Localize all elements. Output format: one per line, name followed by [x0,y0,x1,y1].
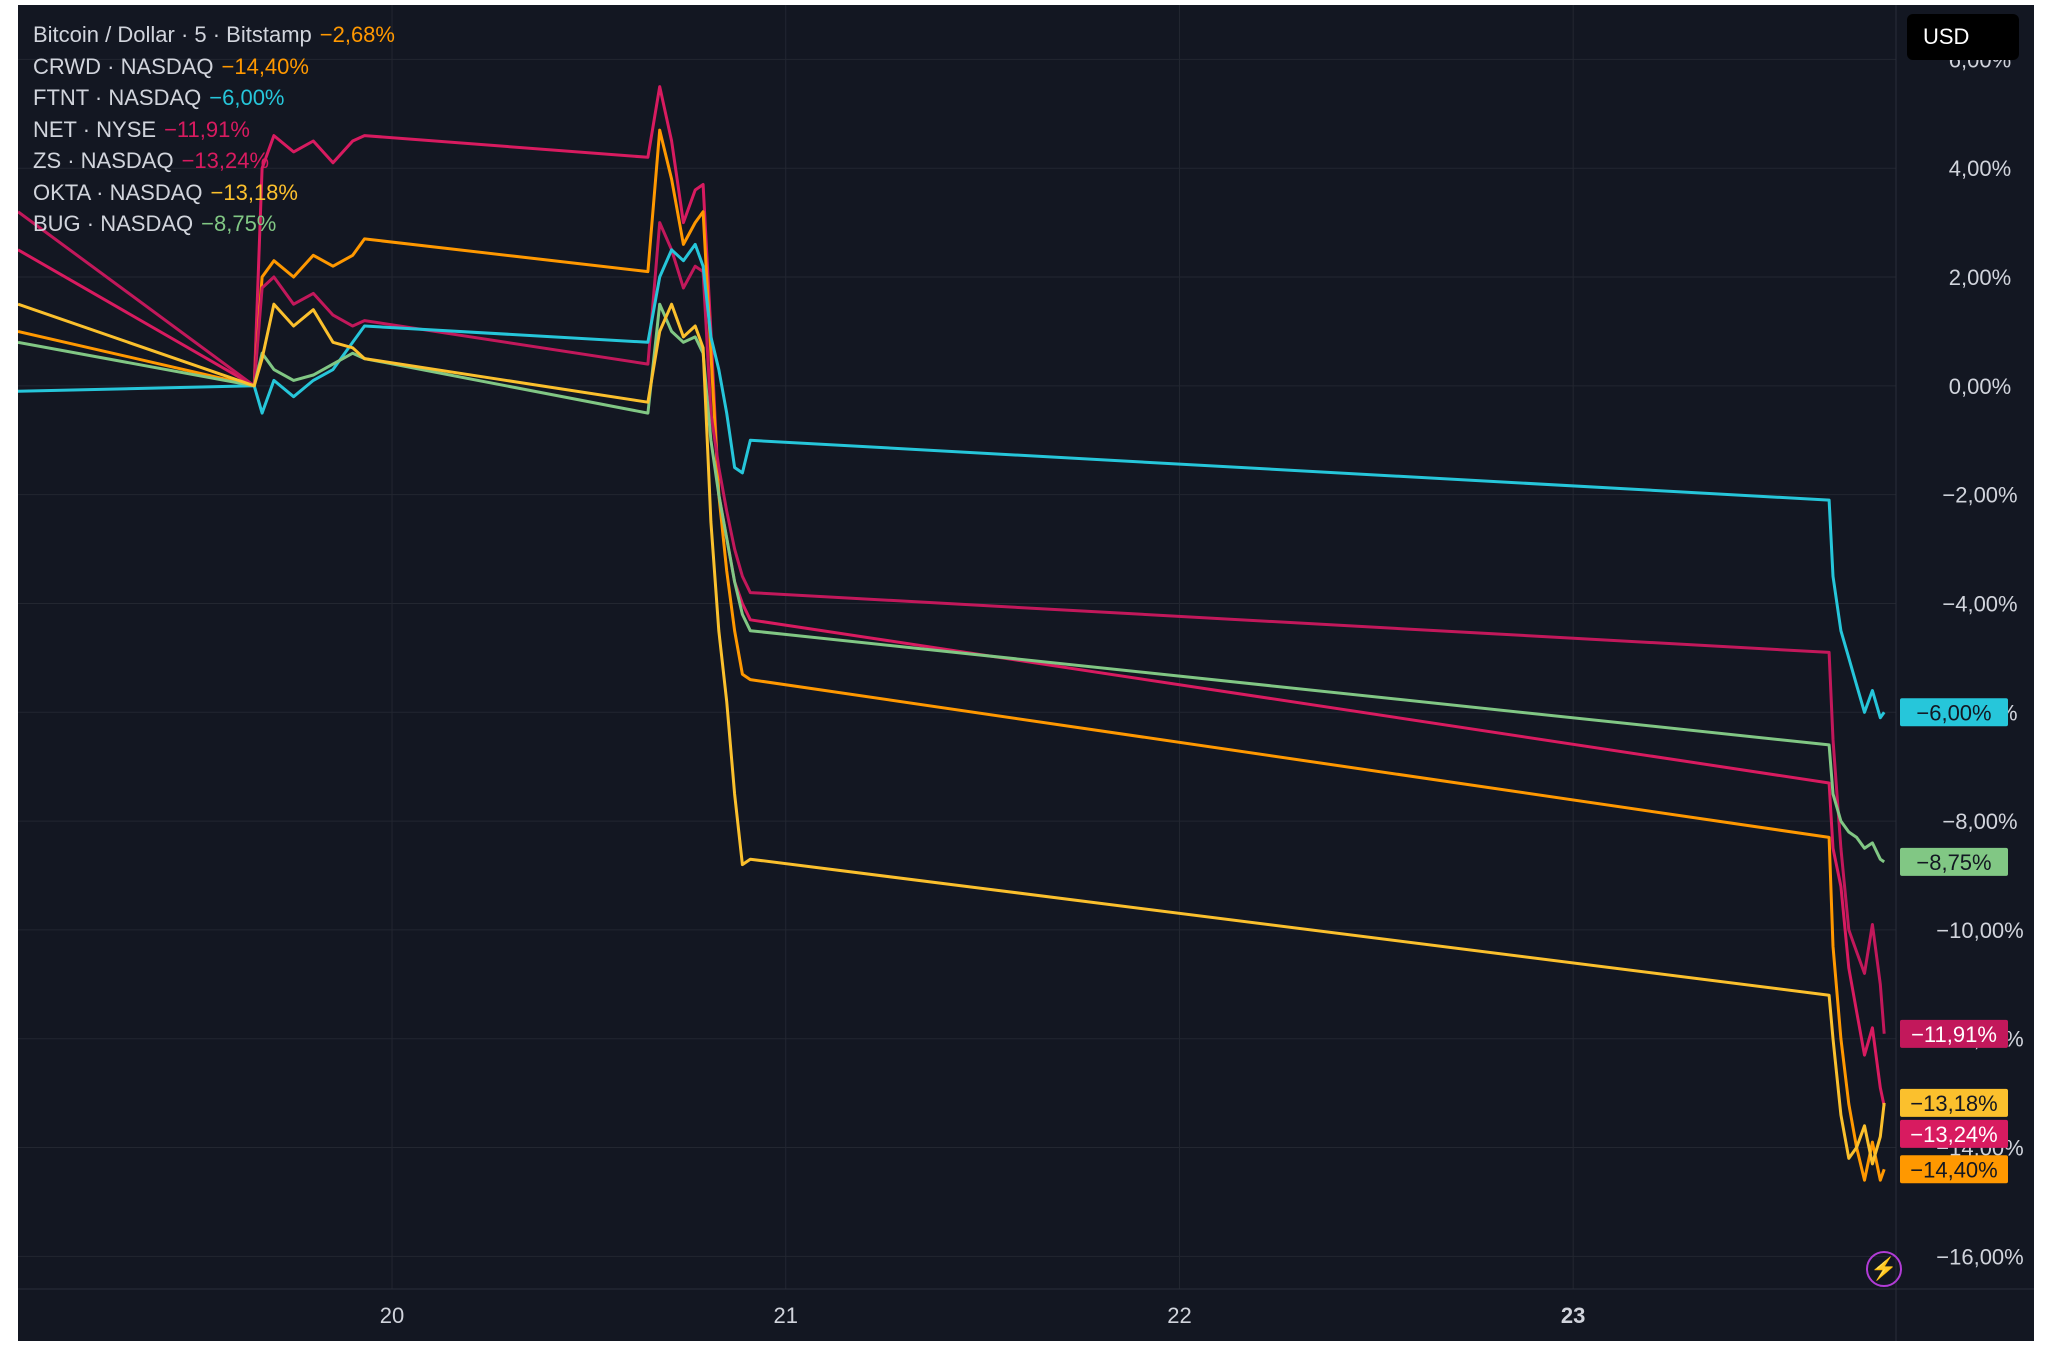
x-tick-label: 21 [773,1303,797,1328]
last-value-labels: −6,00% −8,75% −11,91% −13,18% −13,24% −14,40% [1900,698,2008,1184]
y-tick-label: 0,00% [1949,374,2011,399]
last-value-label: −13,18% [1910,1091,1997,1116]
legend-name: OKTA · NASDAQ [33,179,203,205]
last-value-badge [1900,1088,2008,1117]
last-value-label: −13,24% [1910,1122,1997,1147]
lightning-icon[interactable]: ⚡ [1866,1251,1902,1287]
series-line [18,85,1886,1107]
y-tick-label: −10,00% [1936,918,2023,943]
legend-change: −2,68% [319,22,395,47]
x-tick-label: 23 [1561,1303,1585,1328]
legend-item-btcusd[interactable]: Bitcoin / Dollar · 5 · Bitstamp −2,68% [33,19,395,51]
legend-change: −13,24% [181,148,270,173]
y-tick-label: −2,00% [1942,483,2017,508]
y-tick-label: 2,00% [1949,265,2011,290]
price-axis[interactable]: 6,00%4,00%2,00%0,00%−2,00%−4,00%−6,00%−8… [1936,47,2023,1269]
series-line [18,242,1886,720]
legend-item-bug[interactable]: BUG · NASDAQ −8,75% [33,208,395,240]
legend-item-crwd[interactable]: CRWD · NASDAQ −14,40% [33,51,395,83]
last-value-badge [1900,847,2008,876]
legend-item-zs[interactable]: ZS · NASDAQ −13,24% [33,145,395,177]
legend-name: CRWD · NASDAQ [33,53,214,79]
legend-name: FTNT · NASDAQ [33,85,202,110]
last-value-badge [1900,1019,2008,1048]
legend-item-okta[interactable]: OKTA · NASDAQ −13,18% [33,177,395,209]
series-lines [18,85,1886,1182]
last-value-badge [1900,1155,2008,1184]
chart-svg[interactable]: 6,00%4,00%2,00%0,00%−2,00%−4,00%−6,00%−8… [18,5,2034,1341]
chart-container[interactable]: 6,00%4,00%2,00%0,00%−2,00%−4,00%−6,00%−8… [18,5,2034,1341]
legend-change: −14,40% [221,53,309,79]
time-axis[interactable]: 20 21 22 23 [380,1303,1586,1328]
x-tick-label: 20 [380,1303,404,1328]
last-value-label: −14,40% [1910,1157,1997,1182]
y-tick-label: −16,00% [1936,1244,2023,1269]
legend-change: −13,18% [210,179,298,205]
legend-change: −6,00% [209,85,285,110]
legend-change: −8,75% [201,211,277,236]
legend-change: −11,91% [164,116,250,142]
last-value-label: −8,75% [1916,850,1991,875]
series-line [18,128,1886,1182]
currency-button[interactable]: USD [1907,14,2019,60]
series-line [18,302,1886,864]
x-tick-label: 22 [1167,1303,1191,1328]
y-tick-label: 4,00% [1949,156,2011,181]
series-line [18,302,1886,1166]
legend-name: BUG · NASDAQ [33,211,194,236]
y-tick-label: −4,00% [1942,591,2017,616]
series-legend: Bitcoin / Dollar · 5 · Bitstamp −2,68% CR… [33,19,395,240]
legend-item-ftnt[interactable]: FTNT · NASDAQ −6,00% [33,82,395,114]
legend-item-net[interactable]: NET · NYSE −11,91% [33,114,395,146]
legend-name: Bitcoin / Dollar · 5 · Bitstamp [33,22,312,47]
series-line [18,210,1886,1034]
last-value-label: −6,00% [1916,700,1991,725]
last-value-badge [1900,1119,2008,1148]
y-tick-label: −8,00% [1942,809,2017,834]
last-value-label: −11,91% [1911,1022,1997,1047]
legend-name: NET · NYSE [33,116,157,142]
legend-name: ZS · NASDAQ [33,148,174,173]
last-value-badge [1900,698,2008,727]
